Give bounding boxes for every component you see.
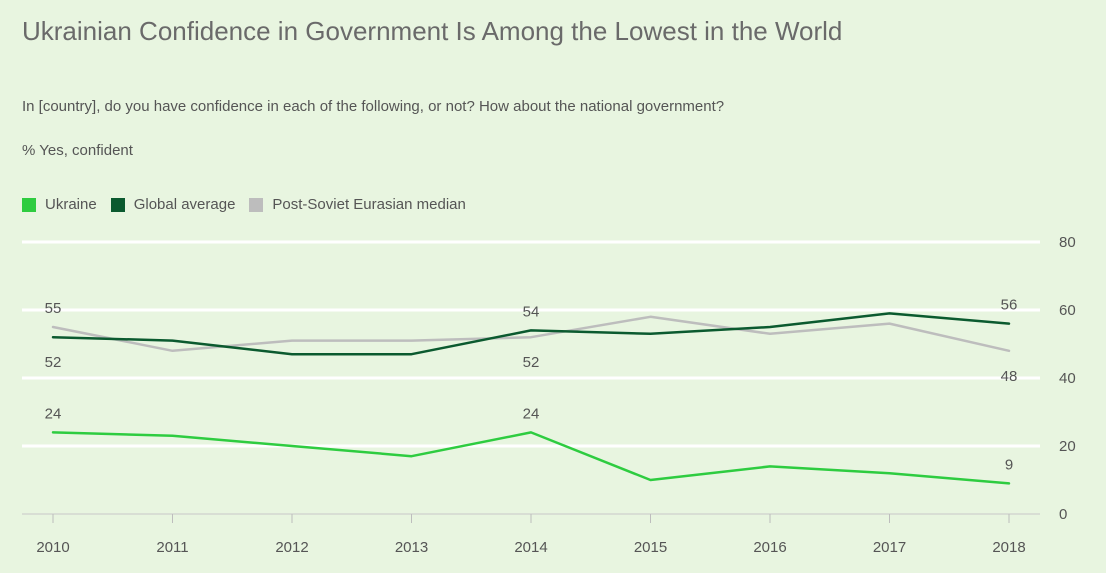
y-tick-label: 80	[1059, 234, 1076, 251]
data-label-ukraine-2014: 24	[523, 405, 540, 422]
x-tick-label: 2011	[156, 539, 188, 556]
legend-label-post-soviet-median: Post-Soviet Eurasian median	[272, 196, 466, 213]
legend: Ukraine Global average Post-Soviet Euras…	[22, 196, 480, 213]
legend-swatch-post-soviet-median	[249, 197, 264, 212]
legend-item-post-soviet-median: Post-Soviet Eurasian median	[249, 196, 466, 213]
y-tick-label: 40	[1059, 370, 1076, 387]
series-line-post-soviet-eurasian-median	[51, 315, 1011, 353]
legend-item-global-average: Global average	[110, 196, 236, 213]
data-label-post-soviet-eurasian-median-2010: 55	[45, 300, 62, 317]
data-label-global-average-2018: 56	[1001, 297, 1018, 314]
y-axis: 0 20 40 60 80	[1059, 234, 1076, 523]
legend-swatch-ukraine	[22, 197, 36, 212]
chart-title: Ukrainian Confidence in Government Is Am…	[22, 16, 843, 46]
x-tick-label: 2018	[992, 539, 1025, 556]
x-tick-label: 2016	[753, 539, 786, 556]
y-tick-label: 0	[1059, 506, 1067, 523]
legend-label-global-average: Global average	[133, 196, 236, 213]
legend-item-ukraine: Ukraine	[22, 196, 97, 213]
data-label-post-soviet-eurasian-median-2014: 52	[523, 354, 540, 371]
x-tick-label: 2012	[275, 539, 308, 556]
series-line-global-average	[51, 312, 1011, 356]
y-tick-label: 20	[1059, 438, 1076, 455]
data-labels: 55 52 24 54 52 24 56 48 9	[45, 297, 1018, 474]
y-tick-label: 60	[1059, 302, 1076, 319]
x-axis: 2010 2011 2012 2013 2014 2015 2016 2017 2018	[22, 513, 1040, 556]
data-label-post-soviet-eurasian-median-2018: 48	[1001, 368, 1018, 385]
gridlines	[22, 240, 1040, 448]
data-label-global-average-2010: 52	[45, 354, 62, 371]
x-tick-label: 2014	[514, 539, 547, 556]
x-tick-label: 2010	[36, 539, 69, 556]
data-label-ukraine-2010: 24	[45, 405, 62, 422]
unit-label: % Yes, confident	[22, 142, 133, 159]
x-tick-label: 2015	[634, 539, 667, 556]
x-tick-label: 2017	[873, 539, 906, 556]
series-lines	[51, 312, 1011, 485]
data-label-ukraine-2018: 9	[1005, 456, 1013, 473]
legend-swatch-global-average	[110, 197, 125, 212]
data-label-global-average-2014: 54	[523, 303, 540, 320]
x-tick-label: 2013	[395, 539, 428, 556]
chart-subtitle: In [country], do you have confidence in …	[22, 98, 725, 115]
legend-label-ukraine: Ukraine	[45, 196, 97, 213]
series-line-ukraine	[51, 431, 1011, 485]
